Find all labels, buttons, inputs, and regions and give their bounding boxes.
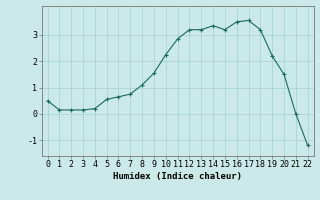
X-axis label: Humidex (Indice chaleur): Humidex (Indice chaleur) <box>113 172 242 181</box>
